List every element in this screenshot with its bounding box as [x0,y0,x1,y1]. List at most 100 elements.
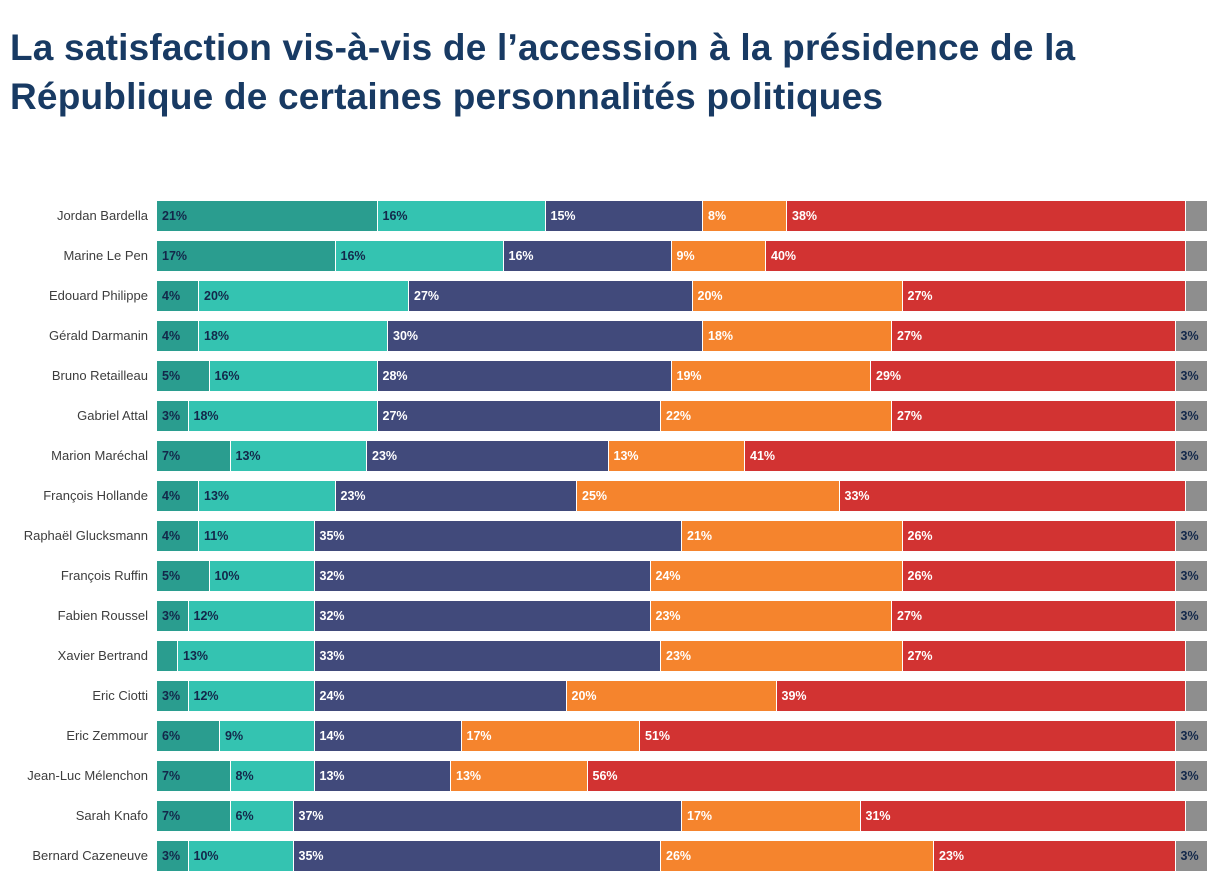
segment-value: 10% [214,568,240,583]
bar-segment-teal: 20% [199,280,409,311]
bar-segment-gray [1186,200,1207,231]
segment-value: 6% [235,808,254,823]
stacked-bar: 4% 13% 23% 25% 33% [157,480,1207,511]
segment-value: 37% [298,808,324,823]
bar-segment-orange: 17% [682,800,861,831]
chart-row: Raphaël Glucksmann 4% 11% 35% 21% 26% 3% [0,516,1207,556]
segment-value: 4% [162,528,181,543]
bar-segment-dark-teal: 21% [157,200,378,231]
bar-segment-gray: 3% [1175,600,1207,631]
bar-segment-teal: 10% [209,560,315,591]
bar-segment-orange: 26% [661,840,934,871]
bar-segment-navy: 27% [409,280,693,311]
segment-value: 18% [193,408,219,423]
segment-value: 13% [204,488,230,503]
bar-segment-red: 27% [892,400,1176,431]
segment-value: 8% [235,768,254,783]
row-label: Eric Zemmour [66,728,148,744]
segment-value: 20% [697,288,723,303]
bar-segment-red: 27% [902,280,1186,311]
row-label: Edouard Philippe [48,288,148,304]
segment-value: 25% [582,488,608,503]
bar-segment-navy: 13% [314,760,451,791]
segment-value: 27% [897,328,923,343]
segment-value: 15% [550,208,576,223]
segment-value: 3% [1180,408,1199,423]
stacked-bar: 7% 8% 13% 13% 56% 3% [157,760,1207,791]
bar-segment-red: 41% [745,440,1176,471]
row-label: Jean-Luc Mélenchon [27,768,148,784]
segment-value: 3% [162,408,181,423]
segment-value: 3% [1180,608,1199,623]
bar-segment-dark-teal: 4% [157,480,199,511]
bar-segment-gray: 3% [1175,560,1207,591]
segment-value: 32% [319,608,345,623]
bar-segment-dark-teal: 7% [157,800,231,831]
segment-value: 3% [1180,768,1199,783]
chart-row: Gabriel Attal 3% 18% 27% 22% 27% 3% [0,396,1207,436]
bar-segment-orange: 18% [703,320,892,351]
row-label: Raphaël Glucksmann [23,528,148,544]
bar-segment-red: 26% [902,520,1176,551]
segment-value: 26% [666,848,692,863]
bar-segment-navy: 27% [377,400,661,431]
segment-value: 23% [372,448,398,463]
bar-segment-navy: 30% [388,320,703,351]
bar-segment-orange: 25% [577,480,840,511]
bar-segment-dark-teal: 5% [157,360,210,391]
chart-row: Gérald Darmanin 4% 18% 30% 18% 27% 3% [0,316,1207,356]
bar-segment-navy: 14% [314,720,462,751]
segment-value: 12% [193,608,219,623]
segment-value: 56% [592,768,618,783]
segment-value: 21% [162,208,188,223]
segment-value: 22% [666,408,692,423]
segment-value: 10% [193,848,219,863]
segment-value: 16% [508,248,534,263]
bar-segment-orange: 13% [451,760,588,791]
row-label: Jordan Bardella [56,208,148,224]
segment-value: 7% [162,448,181,463]
segment-value: 5% [162,568,181,583]
segment-value: 9% [225,728,244,743]
segment-value: 39% [781,688,807,703]
stacked-bar: 6% 9% 14% 17% 51% 3% [157,720,1207,751]
bar-segment-teal: 16% [377,200,546,231]
chart-row: Edouard Philippe 4% 20% 27% 20% 27% [0,276,1207,316]
segment-value: 3% [162,688,181,703]
bar-segment-navy: 16% [503,240,672,271]
segment-value: 23% [666,648,692,663]
segment-value: 17% [162,248,188,263]
row-label: Gérald Darmanin [49,328,148,344]
row-label: Marine Le Pen [63,248,148,264]
bar-segment-red: 23% [934,840,1176,871]
bar-segment-navy: 23% [335,480,577,511]
segment-value: 13% [235,448,261,463]
segment-value: 27% [907,648,933,663]
bar-segment-dark-teal: 5% [157,560,210,591]
segment-value: 32% [319,568,345,583]
segment-value: 27% [897,608,923,623]
segment-value: 13% [319,768,345,783]
segment-value: 19% [676,368,702,383]
stacked-bar: 5% 10% 32% 24% 26% 3% [157,560,1207,591]
bar-segment-teal: 12% [188,680,315,711]
segment-value: 4% [162,328,181,343]
page-title: La satisfaction vis-à-vis de l’accession… [10,27,1076,117]
bar-segment-dark-teal: 17% [157,240,336,271]
stacked-bar: 7% 6% 37% 17% 31% [157,800,1207,831]
segment-value: 41% [750,448,776,463]
segment-value: 3% [1180,448,1199,463]
stacked-bar: 4% 11% 35% 21% 26% 3% [157,520,1207,551]
segment-value: 23% [340,488,366,503]
stacked-bar: 21% 16% 15% 8% 38% [157,200,1207,231]
bar-segment-orange: 17% [461,720,640,751]
segment-value: 3% [1180,848,1199,863]
bar-segment-navy: 37% [293,800,682,831]
segment-value: 30% [393,328,419,343]
bar-segment-red: 26% [902,560,1176,591]
segment-value: 27% [907,288,933,303]
segment-value: 18% [708,328,734,343]
bar-segment-navy: 35% [314,520,682,551]
segment-value: 8% [708,208,727,223]
row-label: Eric Ciotti [92,688,148,704]
